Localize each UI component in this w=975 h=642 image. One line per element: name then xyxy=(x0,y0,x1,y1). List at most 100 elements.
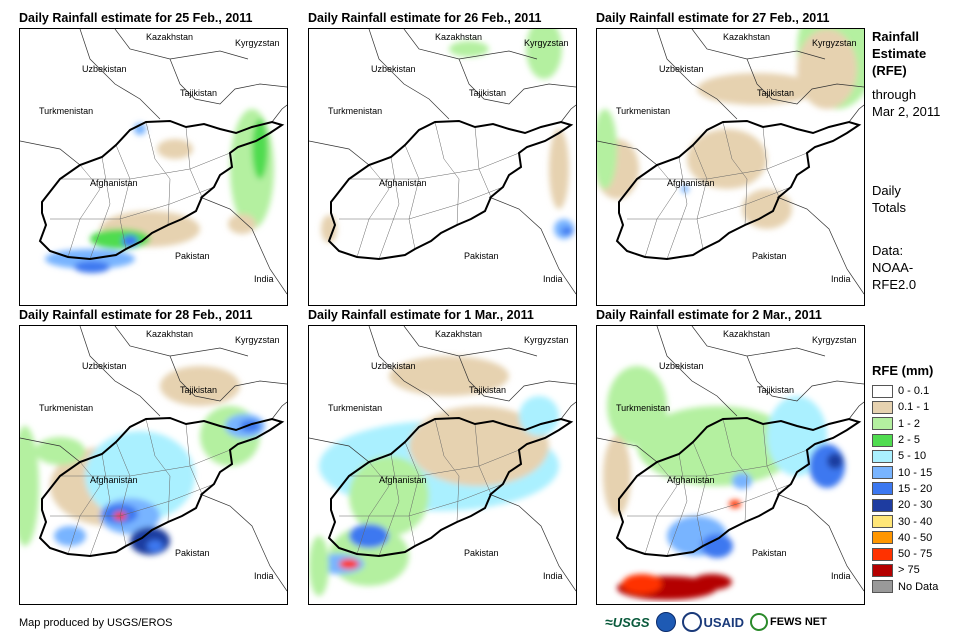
rainfall-layer xyxy=(309,356,559,596)
rainfall-patch xyxy=(519,396,559,436)
noaa-logo-icon xyxy=(655,612,676,632)
country-label-afghanistan: Afghanistan xyxy=(379,178,427,188)
country-label-india: India xyxy=(543,274,563,284)
border-line xyxy=(79,326,161,417)
border-line xyxy=(848,401,864,420)
province-lines xyxy=(50,418,231,557)
province-line xyxy=(349,449,520,477)
border-line xyxy=(199,196,287,295)
province-line xyxy=(434,121,460,226)
map-panel-2: Kazakhstan Kyrgyzstan Uzbekistan Tajikistan… xyxy=(308,28,577,306)
rainfall-patch xyxy=(147,540,163,552)
legend-label: 15 - 20 xyxy=(898,482,933,495)
rfe-heading-line3: (RFE) xyxy=(872,63,907,78)
through-date-value: Mar 2, 2011 xyxy=(872,104,941,119)
border-line xyxy=(368,326,450,417)
province-line xyxy=(692,144,708,250)
legend-swatch xyxy=(872,515,893,529)
province-lines xyxy=(627,121,808,260)
border-line xyxy=(776,493,864,592)
border-line xyxy=(560,104,576,123)
province-line xyxy=(50,186,215,220)
rfe-heading-line1: Rainfall xyxy=(872,29,919,44)
border-line xyxy=(746,355,864,402)
province-line xyxy=(474,126,492,198)
border-line xyxy=(271,401,287,420)
border-line xyxy=(309,437,370,463)
legend-label: 10 - 15 xyxy=(898,466,933,479)
province-line xyxy=(692,441,708,547)
legend-label: No Data xyxy=(898,580,939,593)
province-line xyxy=(666,156,688,260)
province-line xyxy=(404,144,420,250)
border-line xyxy=(458,58,576,105)
rainfall-patch xyxy=(742,189,792,229)
legend-item: 0.1 - 1 xyxy=(872,399,938,415)
border-line xyxy=(169,58,287,105)
rainfall-patch xyxy=(622,574,662,594)
province-line xyxy=(185,126,203,198)
province-line xyxy=(339,483,504,517)
rainfall-patch xyxy=(729,500,741,508)
usaid-seal-icon xyxy=(681,612,702,632)
rainfall-patch xyxy=(732,473,752,489)
legend-title: RFE (mm) xyxy=(872,363,934,378)
country-label-uzbekistan: Uzbekistan xyxy=(659,64,704,74)
border-line xyxy=(271,104,287,123)
legend-swatch xyxy=(872,498,893,512)
rainfall-patch xyxy=(637,406,797,486)
usaid-logo: USAID xyxy=(681,612,744,632)
neighbour-borders xyxy=(309,29,576,295)
border-line xyxy=(79,29,161,120)
country-label-kazakhstan: Kazakhstan xyxy=(723,32,770,42)
country-label-pakistan: Pakistan xyxy=(464,548,499,558)
rainfall-patch xyxy=(701,534,733,558)
country-label-kyrgyzstan: Kyrgyzstan xyxy=(812,38,857,48)
legend-swatch xyxy=(872,466,893,480)
legend-item: 20 - 30 xyxy=(872,497,938,513)
legend-label: 40 - 50 xyxy=(898,531,933,544)
legend-label: 2 - 5 xyxy=(898,434,921,447)
panel-title-1: Daily Rainfall estimate for 25 Feb., 201… xyxy=(19,11,253,25)
totals-label: Totals xyxy=(872,200,906,215)
legend-item: 40 - 50 xyxy=(872,530,938,546)
data-source: Data: NOAA- RFE2.0 xyxy=(872,242,916,293)
border-line xyxy=(20,437,81,463)
rainfall-patch xyxy=(309,536,329,596)
country-label-india: India xyxy=(254,571,274,581)
map-svg: Kazakhstan Kyrgyzstan Uzbekistan Tajikistan… xyxy=(597,29,864,295)
rainfall-patch xyxy=(827,453,843,469)
country-label-uzbekistan: Uzbekistan xyxy=(371,361,416,371)
province-line xyxy=(349,152,520,180)
rainfall-patch xyxy=(54,526,86,546)
fews-logo: FEWS NET xyxy=(749,613,827,631)
panel-title-4: Daily Rainfall estimate for 28 Feb., 201… xyxy=(19,308,253,322)
province-line xyxy=(339,186,504,220)
legend-item: 10 - 15 xyxy=(872,464,938,480)
border-line xyxy=(656,326,738,417)
legend-swatch xyxy=(872,417,893,431)
province-line xyxy=(666,453,688,557)
legend-swatch xyxy=(872,563,893,577)
province-line xyxy=(378,453,400,557)
border-line xyxy=(656,29,738,120)
province-line xyxy=(404,441,420,547)
legend-label: 5 - 10 xyxy=(898,450,927,463)
province-line xyxy=(434,418,460,523)
country-label-afghanistan: Afghanistan xyxy=(90,178,138,188)
province-line xyxy=(627,483,792,517)
border-line xyxy=(199,493,287,592)
rainfall-patch xyxy=(228,214,256,234)
neighbour-borders xyxy=(309,326,576,592)
country-label-turkmenistan: Turkmenistan xyxy=(328,106,382,116)
rainfall-patch xyxy=(549,129,569,209)
province-line xyxy=(356,164,390,258)
noaa-label: NOAA- xyxy=(872,260,914,275)
legend-label: 0.1 - 1 xyxy=(898,401,930,414)
country-label-india: India xyxy=(831,274,851,284)
legend-item: 5 - 10 xyxy=(872,448,938,464)
map-svg: Kazakhstan Kyrgyzstan Uzbekistan Tajikistan… xyxy=(20,326,287,592)
border-line xyxy=(169,355,287,402)
country-label-kyrgyzstan: Kyrgyzstan xyxy=(235,38,280,48)
country-label-turkmenistan: Turkmenistan xyxy=(39,403,93,413)
